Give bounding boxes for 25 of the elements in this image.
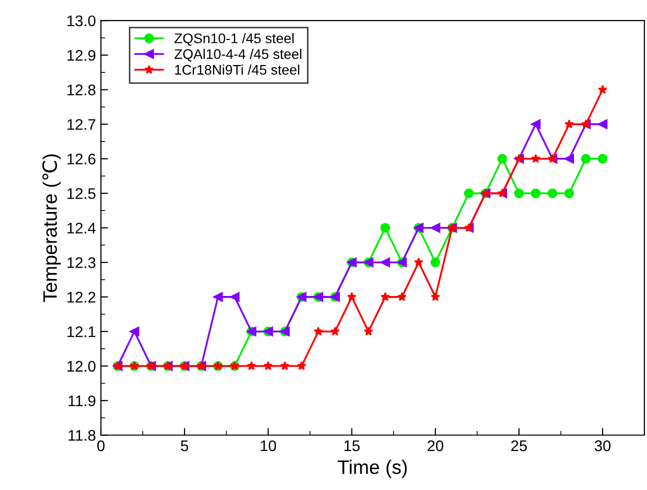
y-tick-label: 12.1 — [68, 326, 96, 338]
y-tick-label: 13.0 — [68, 15, 96, 26]
y-tick-label: 12.2 — [68, 292, 96, 302]
y-tick-label: 12.4 — [68, 222, 96, 234]
y-tick-label: 12.9 — [68, 50, 96, 61]
x-tick-label: 20 — [428, 440, 444, 452]
y-tick-label: 12.6 — [68, 154, 96, 164]
y-tick-label: 12.3 — [68, 257, 96, 268]
x-tick-label: 0 — [97, 440, 105, 452]
y-tick-label: 12.5 — [68, 188, 96, 199]
y-tick-label: 12.8 — [68, 84, 96, 96]
legend-label: 1Cr18Ni9Ti /45 steel — [175, 64, 300, 75]
x-tick-label: 15 — [344, 440, 360, 452]
y-axis-title: Temperature (℃) — [42, 154, 61, 302]
legend-label: ZQAl10-4-4 /45 steel — [174, 48, 302, 62]
x-tick-label: 5 — [180, 440, 188, 452]
x-tick-label: 10 — [260, 440, 276, 452]
x-tick-label: 30 — [594, 440, 611, 452]
x-tick-label: 25 — [511, 440, 527, 452]
y-tick-label: 11.9 — [68, 395, 96, 406]
legend-label: ZQSn10-1 /45 steel — [174, 33, 294, 46]
y-tick-label: 11.8 — [68, 430, 96, 441]
y-tick-label: 12.7 — [68, 119, 96, 130]
y-tick-label: 12.0 — [68, 360, 96, 372]
x-axis-title: Time (s) — [338, 460, 407, 478]
